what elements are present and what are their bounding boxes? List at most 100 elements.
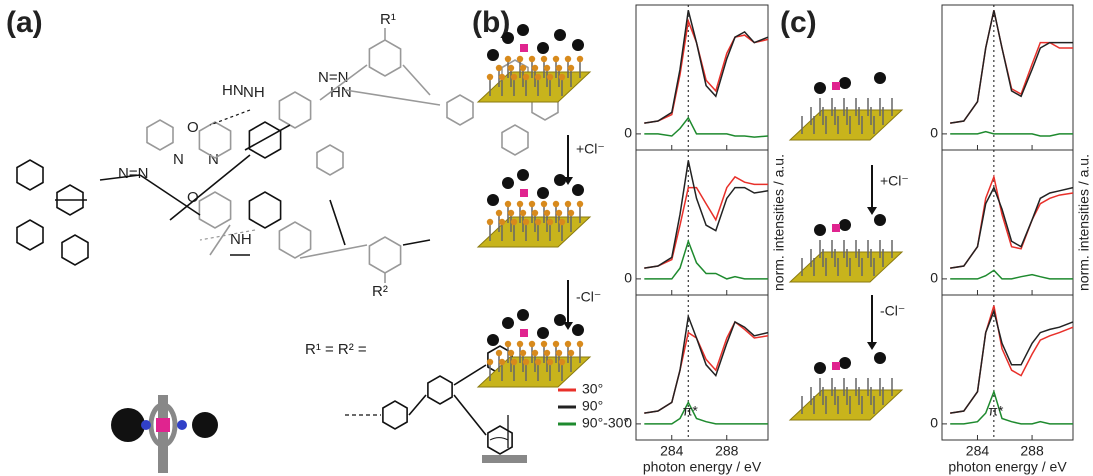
headgroup bbox=[553, 56, 559, 62]
headgroup bbox=[532, 350, 538, 356]
ring-core bbox=[520, 329, 528, 337]
peak-annotation: π* bbox=[988, 403, 1004, 419]
headgroup bbox=[553, 341, 559, 347]
spectrum-line bbox=[950, 306, 1073, 413]
headgroup bbox=[547, 219, 553, 225]
stopper bbox=[839, 77, 851, 89]
spectrum-line bbox=[644, 402, 768, 424]
ring bbox=[502, 125, 528, 155]
ring bbox=[447, 95, 473, 125]
linker bbox=[141, 420, 151, 430]
headgroup bbox=[553, 201, 559, 207]
stopper bbox=[537, 42, 549, 54]
headgroup bbox=[487, 359, 493, 365]
stopper bbox=[554, 314, 566, 326]
stopper bbox=[192, 412, 218, 438]
headgroup bbox=[556, 350, 562, 356]
stopper bbox=[502, 177, 514, 189]
atom-label: N bbox=[173, 151, 184, 168]
stopper bbox=[537, 327, 549, 339]
substrate bbox=[478, 357, 590, 387]
ring bbox=[249, 192, 280, 228]
headgroup bbox=[565, 56, 571, 62]
stopper bbox=[572, 39, 584, 51]
stopper bbox=[572, 324, 584, 336]
headgroup bbox=[508, 65, 514, 71]
plot-frame bbox=[636, 5, 768, 150]
headgroup bbox=[499, 219, 505, 225]
linker bbox=[177, 420, 187, 430]
plot-frame bbox=[942, 295, 1073, 440]
substituent-definition: R¹ = R² = bbox=[305, 341, 367, 358]
y-tick-label: 0 bbox=[624, 125, 632, 141]
substrate bbox=[790, 110, 902, 140]
stopper bbox=[517, 309, 529, 321]
ring bbox=[17, 220, 43, 250]
spectrum-line bbox=[950, 311, 1073, 413]
y-tick-label: 0 bbox=[930, 125, 938, 141]
headgroup bbox=[523, 219, 529, 225]
stopper bbox=[572, 184, 584, 196]
headgroup bbox=[517, 56, 523, 62]
headgroup bbox=[568, 210, 574, 216]
ring bbox=[199, 192, 230, 228]
headgroup bbox=[547, 74, 553, 80]
ring bbox=[279, 92, 310, 128]
bond bbox=[403, 240, 430, 245]
headgroup bbox=[511, 219, 517, 225]
spectrum-line bbox=[644, 10, 768, 123]
headgroup bbox=[559, 74, 565, 80]
headgroup bbox=[556, 210, 562, 216]
legend-label: 90° bbox=[582, 398, 603, 414]
headgroup bbox=[535, 219, 541, 225]
headgroup bbox=[511, 74, 517, 80]
arrow-head bbox=[867, 207, 877, 215]
stopper bbox=[537, 187, 549, 199]
substrate bbox=[478, 72, 590, 102]
stopper bbox=[814, 362, 826, 374]
bond bbox=[403, 65, 430, 95]
headgroup bbox=[568, 65, 574, 71]
stopper bbox=[839, 357, 851, 369]
headgroup bbox=[529, 201, 535, 207]
headgroup bbox=[487, 219, 493, 225]
ring bbox=[369, 237, 400, 273]
arrow-head bbox=[867, 342, 877, 350]
plot-frame bbox=[636, 150, 768, 295]
x-tick-label: 284 bbox=[660, 443, 684, 459]
stopper bbox=[814, 224, 826, 236]
legend-label: 90°-30° bbox=[582, 415, 629, 431]
headgroup bbox=[505, 341, 511, 347]
ring-core bbox=[520, 44, 528, 52]
sample-slab bbox=[482, 455, 527, 463]
stopper bbox=[487, 194, 499, 206]
headgroup bbox=[541, 201, 547, 207]
headgroup bbox=[547, 359, 553, 365]
bond bbox=[454, 395, 486, 435]
stopper bbox=[814, 82, 826, 94]
ring bbox=[383, 401, 407, 429]
headgroup bbox=[529, 341, 535, 347]
stopper bbox=[517, 24, 529, 36]
headgroup bbox=[505, 201, 511, 207]
stopper bbox=[874, 352, 886, 364]
substituent-label: R² bbox=[372, 283, 388, 300]
spectrum-line bbox=[644, 118, 768, 137]
headgroup bbox=[532, 210, 538, 216]
stopper bbox=[839, 219, 851, 231]
ring-core bbox=[156, 418, 170, 432]
bond bbox=[345, 90, 440, 105]
bond bbox=[409, 395, 426, 415]
atom-label: NH bbox=[230, 231, 252, 248]
headgroup bbox=[559, 359, 565, 365]
x-tick-label: 284 bbox=[966, 443, 990, 459]
step-label: -Cl⁻ bbox=[576, 289, 601, 305]
headgroup bbox=[523, 74, 529, 80]
headgroup bbox=[577, 201, 583, 207]
plot-frame bbox=[942, 150, 1073, 295]
headgroup bbox=[529, 56, 535, 62]
spectrum-line bbox=[950, 10, 1073, 123]
spectrum-line bbox=[950, 188, 1073, 269]
headgroup bbox=[496, 65, 502, 71]
headgroup bbox=[520, 350, 526, 356]
